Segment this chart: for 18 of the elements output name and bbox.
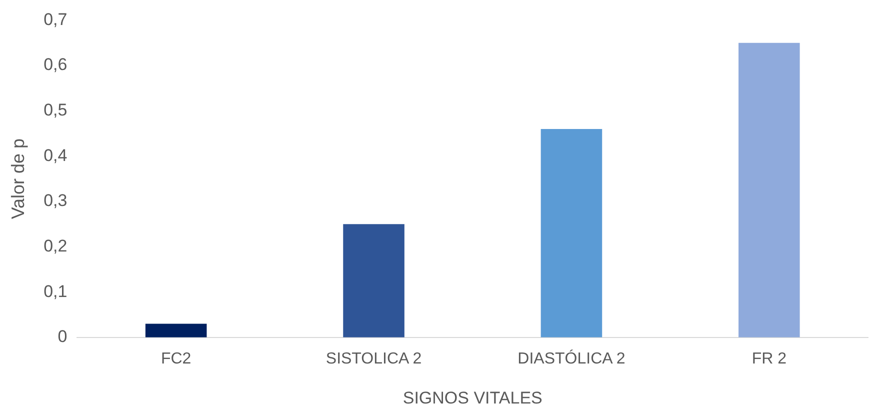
x-tick-label: FR 2 (752, 350, 787, 368)
y-tick-label: 0,5 (44, 100, 68, 120)
bar (540, 128, 602, 338)
bar (738, 42, 800, 338)
y-tick-label: 0,7 (44, 10, 68, 29)
y-tick-label: 0,2 (44, 236, 68, 256)
y-axis-title: Valor de p (8, 138, 28, 220)
y-tick-label: 0,1 (44, 282, 68, 301)
y-tick-label: 0,4 (44, 146, 68, 165)
x-tick-label: FC2 (160, 350, 192, 368)
x-tick-label: SISTOLICA 2 (326, 350, 422, 368)
y-tick-label: 0 (58, 327, 68, 346)
y-tick-label: 0,6 (44, 55, 68, 74)
bar (145, 324, 207, 338)
x-tick-label: DIASTÓLICA 2 (518, 349, 626, 368)
bar (343, 224, 404, 338)
y-tick-label: 0,3 (44, 191, 68, 210)
x-axis-title: SIGNOS VITALES (402, 388, 542, 408)
